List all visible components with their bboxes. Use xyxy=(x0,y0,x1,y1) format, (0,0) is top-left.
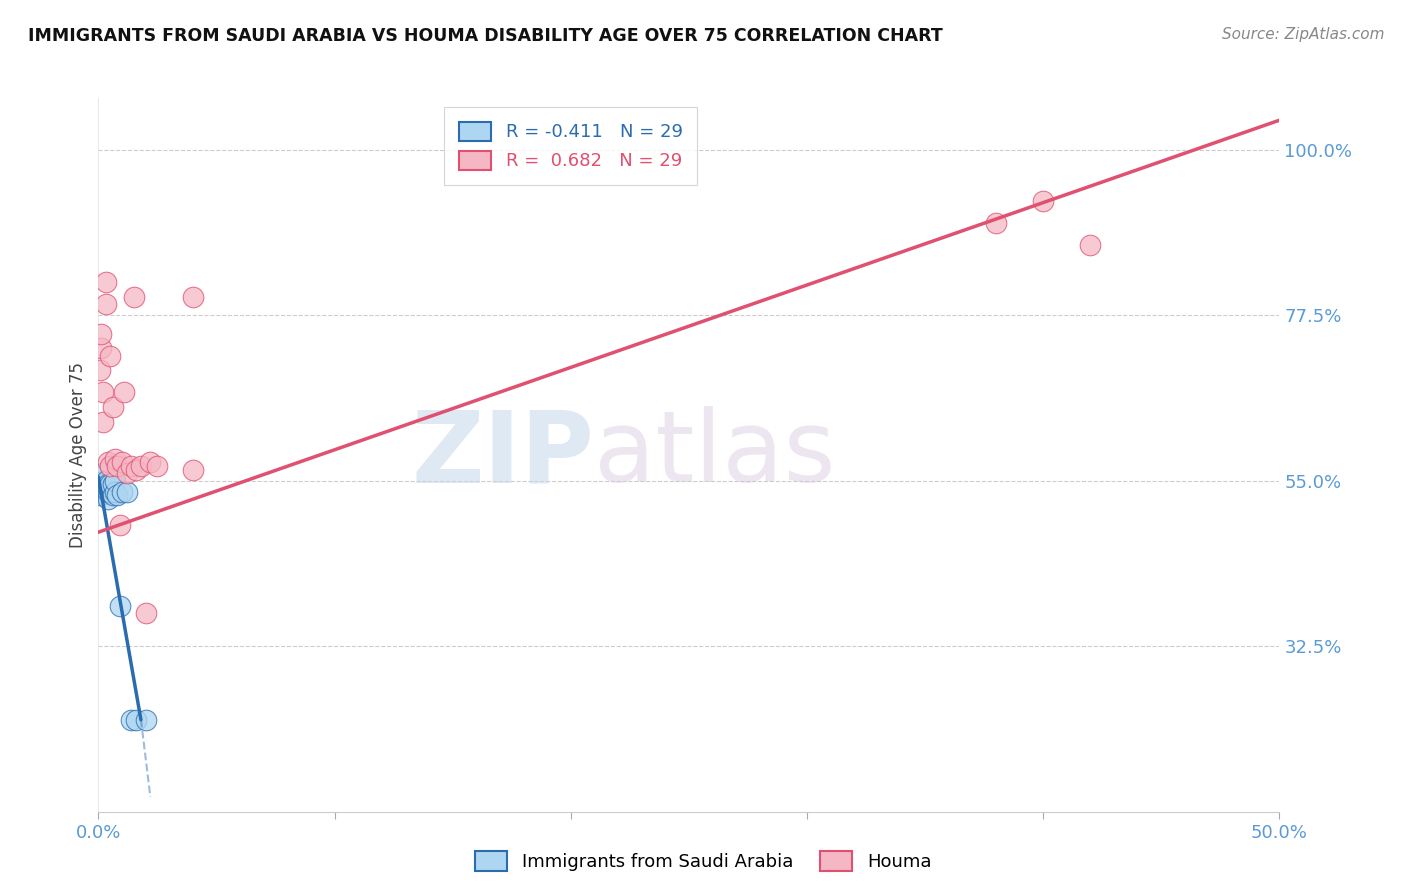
Y-axis label: Disability Age Over 75: Disability Age Over 75 xyxy=(69,362,87,548)
Point xyxy=(94,275,117,289)
Point xyxy=(181,462,204,476)
Point xyxy=(91,474,114,488)
Point xyxy=(101,477,124,491)
Point xyxy=(91,467,114,481)
Point xyxy=(181,290,204,304)
Point xyxy=(129,458,152,473)
Point xyxy=(135,713,157,727)
Point xyxy=(104,451,127,466)
Point xyxy=(98,477,121,491)
Point xyxy=(108,517,131,532)
Point xyxy=(104,474,127,488)
Legend: Immigrants from Saudi Arabia, Houma: Immigrants from Saudi Arabia, Houma xyxy=(467,844,939,879)
Point xyxy=(97,455,120,469)
Point xyxy=(135,606,157,620)
Point xyxy=(94,474,117,488)
Point xyxy=(1032,194,1054,208)
Point xyxy=(104,484,127,499)
Point xyxy=(98,484,121,499)
Point xyxy=(91,415,114,429)
Point xyxy=(115,467,138,481)
Text: atlas: atlas xyxy=(595,407,837,503)
Legend: R = -0.411   N = 29, R =  0.682   N = 29: R = -0.411 N = 29, R = 0.682 N = 29 xyxy=(444,107,697,185)
Point xyxy=(90,326,112,341)
Point xyxy=(125,713,148,727)
Point xyxy=(90,488,112,502)
Point xyxy=(97,477,120,491)
Point xyxy=(90,341,112,355)
Point xyxy=(121,713,143,727)
Point xyxy=(94,477,117,491)
Point xyxy=(97,484,120,499)
Text: Source: ZipAtlas.com: Source: ZipAtlas.com xyxy=(1222,27,1385,42)
Point xyxy=(90,481,112,495)
Point xyxy=(101,400,124,414)
Point xyxy=(98,349,121,363)
Point xyxy=(122,290,145,304)
Point xyxy=(105,488,128,502)
Point xyxy=(105,458,128,473)
Point xyxy=(89,484,111,499)
Point xyxy=(108,599,131,613)
Point xyxy=(94,484,117,499)
Point xyxy=(111,455,134,469)
Point xyxy=(115,484,138,499)
Point xyxy=(97,491,120,506)
Point xyxy=(1080,238,1102,252)
Point xyxy=(91,477,114,491)
Point xyxy=(139,455,162,469)
Point xyxy=(146,458,169,473)
Point xyxy=(984,216,1007,230)
Point xyxy=(111,484,134,499)
Point xyxy=(101,488,124,502)
Point xyxy=(94,297,117,311)
Point xyxy=(94,481,117,495)
Point xyxy=(90,477,112,491)
Point xyxy=(89,363,111,377)
Point xyxy=(91,385,114,400)
Text: ZIP: ZIP xyxy=(412,407,595,503)
Text: IMMIGRANTS FROM SAUDI ARABIA VS HOUMA DISABILITY AGE OVER 75 CORRELATION CHART: IMMIGRANTS FROM SAUDI ARABIA VS HOUMA DI… xyxy=(28,27,943,45)
Point xyxy=(125,462,148,476)
Point xyxy=(121,458,143,473)
Point xyxy=(97,481,120,495)
Point xyxy=(98,458,121,473)
Point xyxy=(112,385,135,400)
Point xyxy=(98,481,121,495)
